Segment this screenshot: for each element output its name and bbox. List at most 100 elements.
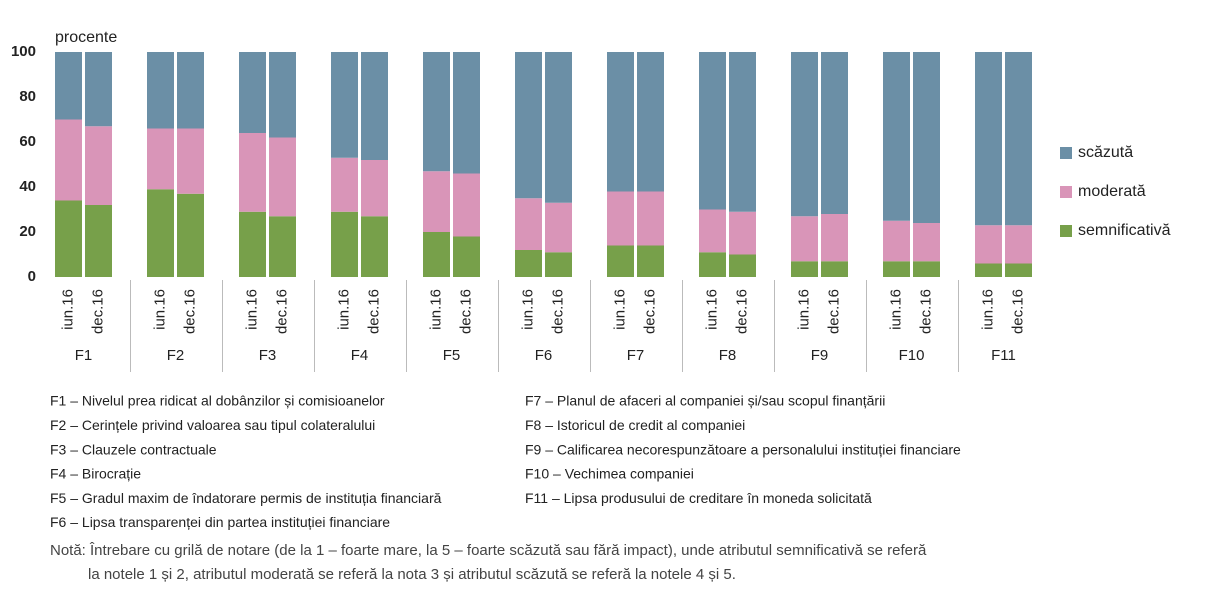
bar-segment xyxy=(791,52,818,217)
bar-segment xyxy=(269,137,296,217)
bar-segment xyxy=(729,52,756,212)
x-tick-label: dec.16 xyxy=(1009,289,1026,334)
bar-segment xyxy=(55,200,82,277)
bar-segment xyxy=(821,261,848,277)
bar-segment xyxy=(913,223,940,262)
x-tick-label: iun.16 xyxy=(703,289,720,330)
bar-segment xyxy=(607,191,634,246)
y-tick-label: 20 xyxy=(19,223,36,240)
bar-segment xyxy=(269,52,296,138)
bar-segment xyxy=(515,198,542,250)
group-label: F8 xyxy=(719,347,737,364)
x-tick-label: iun.16 xyxy=(151,289,168,330)
bar-segment xyxy=(883,52,910,221)
bar-segment xyxy=(85,205,112,277)
group-label: F2 xyxy=(167,347,185,364)
y-tick-label: 60 xyxy=(19,133,36,150)
group-label: F1 xyxy=(75,347,93,364)
bar-segment xyxy=(1005,225,1032,264)
x-tick-label: iun.16 xyxy=(335,289,352,330)
bar-segment xyxy=(637,191,664,246)
y-axis-label: procente xyxy=(55,29,117,46)
bar-segment xyxy=(85,126,112,205)
y-tick-label: 0 xyxy=(28,268,36,285)
factor-note: F9 – Calificarea necorespunzătoare a per… xyxy=(525,441,961,457)
bar-segment xyxy=(1005,52,1032,226)
group-label: F4 xyxy=(351,347,369,364)
bar-segment xyxy=(729,254,756,277)
bar-segment xyxy=(453,236,480,277)
note: la notele 1 și 2, atributul moderată se … xyxy=(88,566,736,583)
bar-segment xyxy=(975,52,1002,226)
bar-segment xyxy=(545,52,572,203)
factor-note: F7 – Planul de afaceri al companiei și/s… xyxy=(525,393,885,409)
legend-swatch xyxy=(1060,186,1072,198)
bar-segment xyxy=(423,171,450,232)
factor-note: F1 – Nivelul prea ridicat al dobânzilor … xyxy=(50,393,385,409)
bar-segment xyxy=(515,52,542,199)
bar-segment xyxy=(147,52,174,129)
factor-note: F11 – Lipsa produsului de creditare în m… xyxy=(525,490,872,506)
x-tick-label: iun.16 xyxy=(887,289,904,330)
x-tick-label: iun.16 xyxy=(795,289,812,330)
bar-segment xyxy=(239,211,266,277)
y-tick-label: 100 xyxy=(11,43,36,60)
bar-segment xyxy=(607,52,634,192)
group-label: F6 xyxy=(535,347,553,364)
factor-note: F6 – Lipsa transparenței din partea inst… xyxy=(50,514,390,530)
x-tick-label: iun.16 xyxy=(59,289,76,330)
bar-segment xyxy=(975,225,1002,264)
factor-note: F10 – Vechimea companiei xyxy=(525,466,694,482)
x-tick-label: dec.16 xyxy=(89,289,106,334)
legend-swatch xyxy=(1060,147,1072,159)
bar-segment xyxy=(913,52,940,223)
x-tick-label: iun.16 xyxy=(427,289,444,330)
group-label: F10 xyxy=(899,347,925,364)
x-tick-label: iun.16 xyxy=(979,289,996,330)
bar-segment xyxy=(177,128,204,194)
group-label: F7 xyxy=(627,347,645,364)
bar-segment xyxy=(699,52,726,210)
bar-segment xyxy=(331,52,358,158)
bar-segment xyxy=(791,261,818,277)
x-tick-label: dec.16 xyxy=(365,289,382,334)
factor-note: F5 – Gradul maxim de îndatorare permis d… xyxy=(50,490,442,506)
bar-segment xyxy=(821,52,848,214)
legend-label: semnificativă xyxy=(1078,222,1171,239)
bar-segment xyxy=(361,160,388,217)
bar-segment xyxy=(423,232,450,277)
legend-label: moderată xyxy=(1078,183,1146,200)
bar-segment xyxy=(331,211,358,277)
bar-segment xyxy=(515,250,542,277)
bar-segment xyxy=(85,52,112,127)
bar-segment xyxy=(913,261,940,277)
bar-segment xyxy=(147,128,174,190)
bar-segment xyxy=(883,261,910,277)
factor-note: F2 – Cerințele privind valoarea sau tipu… xyxy=(50,417,375,433)
bar-segment xyxy=(55,119,82,201)
legend-label: scăzută xyxy=(1078,144,1133,161)
bar-segment xyxy=(699,209,726,253)
x-tick-label: iun.16 xyxy=(611,289,628,330)
factor-note: F8 – Istoricul de credit al companiei xyxy=(525,417,745,433)
x-tick-label: dec.16 xyxy=(181,289,198,334)
bar-segment xyxy=(637,245,664,277)
bar-segment xyxy=(821,214,848,262)
bar-segment xyxy=(637,52,664,192)
bar-segment xyxy=(453,173,480,237)
bar-segment xyxy=(791,216,818,262)
x-tick-label: dec.16 xyxy=(825,289,842,334)
x-tick-label: dec.16 xyxy=(273,289,290,334)
x-tick-label: dec.16 xyxy=(733,289,750,334)
bar-segment xyxy=(883,220,910,262)
group-label: F5 xyxy=(443,347,461,364)
bar-segment xyxy=(699,252,726,277)
x-tick-label: iun.16 xyxy=(519,289,536,330)
bar-segment xyxy=(423,52,450,172)
note: Notă: Întrebare cu grilă de notare (de l… xyxy=(50,542,927,559)
group-label: F9 xyxy=(811,347,829,364)
bar-segment xyxy=(607,245,634,277)
bar-segment xyxy=(361,216,388,277)
bar-segment xyxy=(239,52,266,133)
